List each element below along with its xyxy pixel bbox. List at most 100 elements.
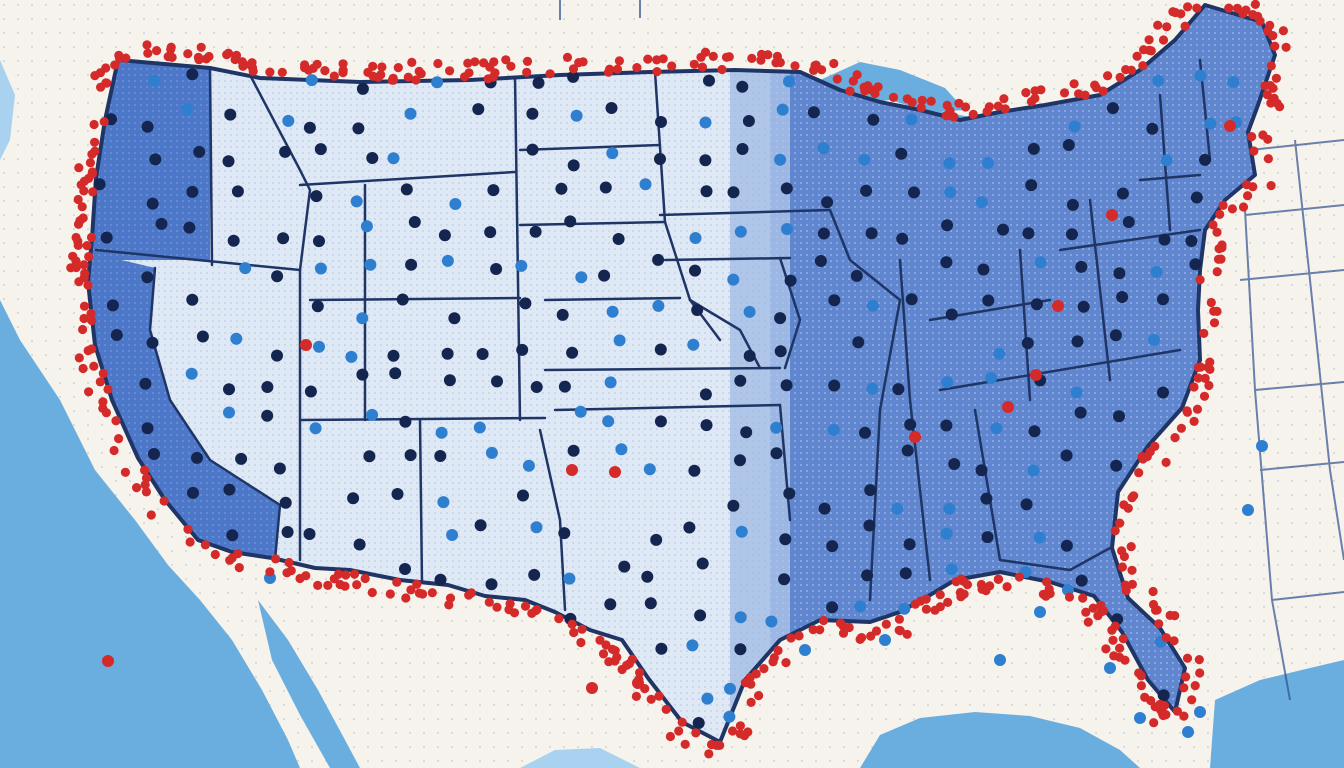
navy-dot-marker <box>1022 227 1035 240</box>
red-dot-marker <box>888 92 899 102</box>
red-dot-marker <box>80 268 90 278</box>
navy-dot-marker <box>191 451 203 464</box>
red-dot-marker <box>376 70 386 80</box>
red-dot-marker <box>338 59 348 69</box>
red-dot-marker <box>1195 668 1205 678</box>
red-dot-marker <box>98 403 108 413</box>
navy-dot-marker <box>1025 179 1038 192</box>
red-dot-marker <box>1266 181 1276 191</box>
blue-dot-marker <box>993 347 1006 360</box>
blue-dot-marker <box>435 426 448 439</box>
red-dot-marker <box>1169 636 1179 646</box>
red-dot-marker <box>859 82 869 92</box>
navy-dot-marker <box>408 216 421 228</box>
navy-dot-marker <box>654 153 666 165</box>
red-dot-marker <box>1144 35 1154 45</box>
red-dot-marker <box>392 577 402 587</box>
red-dot-marker <box>1190 681 1200 691</box>
red-dot-marker <box>848 76 858 86</box>
navy-dot-marker <box>396 293 409 306</box>
red-dot-marker <box>323 580 333 591</box>
red-dot-marker <box>661 704 671 715</box>
blue-dot-marker <box>905 113 918 126</box>
red-dot-marker <box>110 60 120 70</box>
red-dot-marker <box>111 416 121 426</box>
red-dot-marker <box>1030 86 1040 96</box>
blue-dot-marker <box>1160 154 1173 167</box>
red-dot-marker <box>335 579 345 590</box>
blue-dot-marker <box>239 262 252 275</box>
red-dot-marker <box>401 593 411 603</box>
navy-dot-marker <box>491 375 503 388</box>
navy-dot-marker <box>948 458 961 470</box>
red-dot-marker <box>1250 0 1260 9</box>
blue-dot-marker <box>1194 706 1206 718</box>
red-dot-marker <box>1195 275 1205 285</box>
red-dot-marker <box>1117 562 1127 572</box>
navy-dot-marker <box>700 419 713 432</box>
blue-dot-marker <box>446 529 459 541</box>
navy-dot-marker <box>141 120 154 133</box>
blue-dot-marker <box>431 76 444 89</box>
red-dot-marker <box>102 655 114 667</box>
red-dot-marker <box>90 146 100 156</box>
navy-dot-marker <box>186 293 199 306</box>
red-dot-marker <box>1108 635 1118 645</box>
red-dot-marker <box>313 580 323 591</box>
red-dot-marker <box>1098 86 1108 96</box>
red-dot-marker <box>75 216 85 226</box>
red-dot-marker <box>632 677 644 689</box>
red-dot-marker <box>870 88 880 99</box>
blue-dot-marker <box>180 103 193 116</box>
navy-dot-marker <box>389 367 402 380</box>
blue-dot-marker <box>975 196 988 209</box>
red-dot-marker <box>680 739 690 749</box>
navy-dot-marker <box>903 538 916 551</box>
navy-dot-marker <box>896 232 909 245</box>
navy-dot-marker <box>472 103 485 116</box>
red-dot-marker <box>96 82 106 92</box>
red-dot-marker <box>1139 45 1149 55</box>
red-dot-marker <box>1212 267 1222 277</box>
red-dot-marker <box>700 47 711 57</box>
blue-dot-marker <box>1033 531 1046 544</box>
blue-dot-marker <box>799 644 811 656</box>
blue-dot-marker <box>940 527 953 540</box>
red-dot-marker <box>724 52 734 62</box>
navy-dot-marker <box>555 182 568 195</box>
navy-dot-marker <box>224 108 237 121</box>
blue-dot-marker <box>387 152 400 165</box>
blue-dot-marker <box>1182 726 1194 738</box>
navy-dot-marker <box>1185 235 1198 247</box>
red-dot-marker <box>810 60 820 71</box>
red-dot-marker <box>717 64 727 75</box>
red-dot-marker <box>132 483 142 493</box>
red-dot-marker <box>921 594 931 604</box>
red-dot-marker <box>484 597 494 607</box>
blue-dot-marker <box>699 116 712 129</box>
blue-dot-marker <box>854 600 867 613</box>
blue-dot-marker <box>356 312 369 325</box>
red-dot-marker <box>79 301 90 311</box>
red-dot-marker <box>845 86 855 96</box>
red-dot-marker <box>993 574 1003 585</box>
red-dot-marker <box>1155 699 1165 710</box>
red-dot-marker <box>1168 7 1178 17</box>
red-dot-marker <box>1199 328 1209 338</box>
navy-dot-marker <box>141 271 154 284</box>
navy-dot-marker <box>1028 425 1041 438</box>
navy-dot-marker <box>1110 459 1123 472</box>
red-dot-marker <box>464 68 474 78</box>
navy-dot-marker <box>484 226 497 239</box>
navy-dot-marker <box>141 422 154 435</box>
red-dot-marker <box>152 46 162 56</box>
blue-dot-marker <box>1256 440 1268 452</box>
blue-dot-marker <box>783 75 795 88</box>
red-dot-marker <box>1212 306 1222 316</box>
red-dot-marker <box>954 98 964 108</box>
navy-dot-marker <box>279 496 292 509</box>
blue-dot-marker <box>313 340 325 353</box>
navy-dot-marker <box>1074 406 1087 419</box>
blue-dot-marker <box>943 157 956 170</box>
blue-dot-marker <box>1134 712 1146 724</box>
